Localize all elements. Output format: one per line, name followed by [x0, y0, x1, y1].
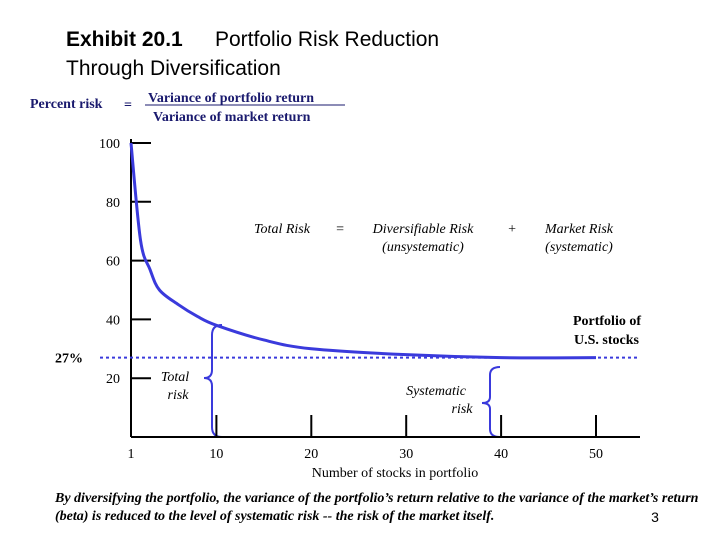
page-number: 3: [651, 509, 659, 525]
brace: [203, 324, 223, 438]
reference-label: 27%: [55, 352, 83, 367]
title: Through Diversification: [66, 57, 281, 80]
y-tick-label: 20: [106, 372, 120, 387]
brace-label: risk: [168, 388, 190, 403]
brace-label: Systematic: [406, 384, 467, 399]
brace: [481, 366, 501, 438]
y-tick-label: 40: [106, 313, 120, 328]
x-tick-label: 30: [399, 447, 413, 462]
x-tick-label: 50: [589, 447, 603, 462]
caption: (beta) is reduced to the level of system…: [55, 509, 494, 524]
title-label: Exhibit 20.1: [66, 28, 183, 51]
x-tick-label: 20: [304, 447, 318, 462]
formula-denominator: Variance of market return: [153, 110, 311, 125]
x-tick-label: 1: [128, 447, 135, 462]
equation-term: (systematic): [545, 240, 613, 255]
y-tick-label: 80: [106, 196, 120, 211]
equation-term: Market Risk: [544, 222, 614, 237]
brace-label: Total: [161, 370, 189, 385]
series-label: U.S. stocks: [574, 333, 640, 348]
x-tick-label: 40: [494, 447, 508, 462]
equation-term: Total Risk: [254, 222, 311, 237]
equation-term: Diversifiable Risk: [372, 222, 474, 237]
formula-equals: =: [124, 98, 132, 113]
y-tick-label: 60: [106, 255, 120, 270]
brace-label: risk: [452, 402, 474, 417]
y-tick-label: 100: [99, 137, 120, 152]
formula-numerator: Variance of portfolio return: [148, 91, 314, 106]
series-label: Portfolio of: [573, 314, 641, 329]
equation-term: (unsystematic): [382, 240, 464, 255]
caption: By diversifying the portfolio, the varia…: [54, 491, 699, 506]
formula-lhs: Percent risk: [30, 97, 103, 112]
x-axis-label: Number of stocks in portfolio: [312, 466, 478, 481]
x-tick-label: 10: [209, 447, 223, 462]
risk-curve: [129, 142, 597, 360]
equation-sign: +: [507, 222, 516, 237]
title: Portfolio Risk Reduction: [215, 28, 439, 51]
equation-sign: =: [335, 222, 344, 237]
